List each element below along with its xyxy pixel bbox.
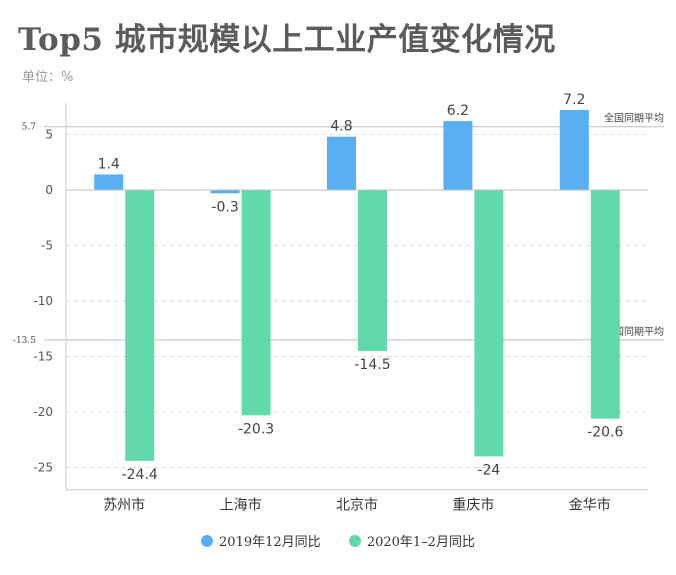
bar-series-2	[125, 190, 155, 461]
x-category-label: 重庆市	[452, 497, 494, 514]
x-category-label: 上海市	[220, 497, 262, 514]
reference-line-label: 全国同期平均	[604, 112, 664, 125]
y-tick-label: -20	[33, 405, 53, 419]
bar-series-2	[474, 190, 504, 457]
y-tick-label: 5	[45, 128, 53, 142]
bar-series-2	[241, 190, 271, 416]
data-label: -14.5	[354, 357, 390, 373]
data-label: 4.8	[330, 119, 352, 135]
reference-line-tick-label: 5.7	[22, 123, 37, 133]
legend-marker-series-1	[201, 534, 214, 547]
data-label: -0.3	[211, 199, 238, 215]
reference-line-tick-label: -13.5	[13, 336, 36, 346]
legend-label-series-1: 2019年12月同比	[219, 535, 321, 550]
bar-series-1	[94, 174, 124, 190]
x-category-label: 苏州市	[103, 497, 145, 514]
y-tick-label: -15	[33, 350, 53, 364]
unit-label: 单位：%	[22, 70, 74, 85]
y-tick-label: -10	[33, 294, 53, 308]
legend-label-series-2: 2020年1–2月同比	[366, 535, 475, 550]
bar-series-1	[210, 190, 240, 194]
data-label: -24.4	[122, 467, 158, 483]
chart-title: Top5 城市规模以上工业产值变化情况	[18, 22, 556, 58]
bar-series-1	[443, 121, 473, 190]
data-label: -20.6	[587, 425, 623, 441]
x-category-label: 北京市	[336, 497, 378, 514]
legend-item-series-2[interactable]: 2020年1–2月同比	[348, 531, 475, 550]
y-tick-label: -5	[41, 239, 53, 253]
y-tick-label: 0	[45, 183, 53, 197]
data-label: 1.4	[98, 156, 120, 172]
data-label: -24	[477, 462, 500, 478]
x-category-label: 金华市	[569, 497, 611, 514]
bar-series-2	[590, 190, 620, 419]
y-tick-label: -25	[33, 461, 53, 475]
data-label: 7.2	[563, 92, 585, 108]
bar-series-1	[559, 110, 589, 190]
legend-item-series-1[interactable]: 2019年12月同比	[201, 531, 321, 550]
legend: 2019年12月同比 2020年1–2月同比	[0, 531, 676, 551]
data-label: 6.2	[447, 103, 469, 119]
data-label: -20.3	[238, 421, 274, 437]
legend-marker-series-2	[348, 534, 361, 547]
bar-series-1	[327, 136, 356, 190]
bar-series-2	[358, 190, 387, 351]
